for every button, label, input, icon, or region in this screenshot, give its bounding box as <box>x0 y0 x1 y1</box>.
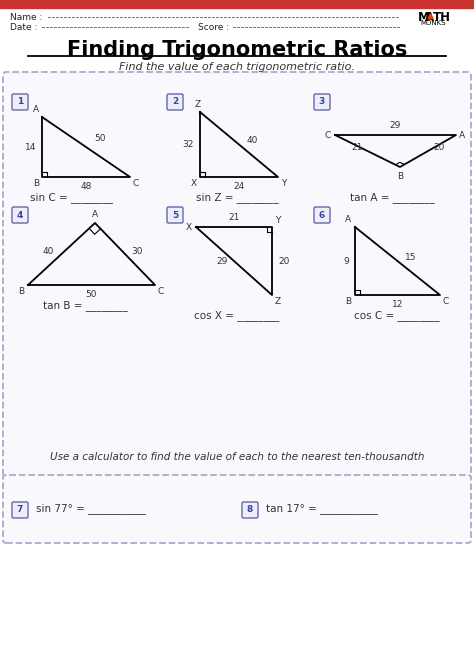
Text: 24: 24 <box>233 182 245 191</box>
Text: Use a calculator to find the value of each to the nearest ten-thousandth: Use a calculator to find the value of ea… <box>50 452 424 462</box>
FancyBboxPatch shape <box>12 502 28 518</box>
Text: 21: 21 <box>228 213 240 222</box>
Text: TH: TH <box>433 11 451 24</box>
Text: tan A = ________: tan A = ________ <box>350 192 434 203</box>
FancyBboxPatch shape <box>167 94 183 110</box>
Text: 20: 20 <box>433 143 444 153</box>
Text: C: C <box>443 297 449 306</box>
FancyBboxPatch shape <box>314 207 330 223</box>
Text: 50: 50 <box>94 134 106 143</box>
FancyBboxPatch shape <box>3 475 471 543</box>
Text: B: B <box>33 179 39 188</box>
Text: MONKS: MONKS <box>420 20 446 26</box>
Text: sin C = ________: sin C = ________ <box>30 192 113 203</box>
Text: 6: 6 <box>319 210 325 220</box>
Text: C: C <box>133 179 139 188</box>
Bar <box>0 0 474 8</box>
Text: 30: 30 <box>131 247 143 257</box>
Text: tan 17° = ___________: tan 17° = ___________ <box>266 504 378 515</box>
Text: 29: 29 <box>217 257 228 265</box>
Text: A: A <box>33 105 39 114</box>
Text: A: A <box>425 11 434 24</box>
FancyBboxPatch shape <box>167 207 183 223</box>
Text: cos C = ________: cos C = ________ <box>354 310 440 321</box>
Text: M: M <box>418 11 430 24</box>
Text: 15: 15 <box>404 253 416 261</box>
Text: Name :: Name : <box>10 13 42 22</box>
Text: Score :: Score : <box>198 23 229 32</box>
Text: Find the value of each trigonometric ratio.: Find the value of each trigonometric rat… <box>119 62 355 72</box>
FancyBboxPatch shape <box>314 94 330 110</box>
Text: 48: 48 <box>80 182 91 191</box>
Text: 8: 8 <box>247 505 253 515</box>
Text: 5: 5 <box>172 210 178 220</box>
Text: B: B <box>345 297 351 306</box>
Text: sin 77° = ___________: sin 77° = ___________ <box>36 504 146 515</box>
Text: A: A <box>459 131 465 139</box>
Text: 20: 20 <box>278 257 289 265</box>
Text: 4: 4 <box>17 210 23 220</box>
FancyBboxPatch shape <box>3 72 471 478</box>
FancyBboxPatch shape <box>12 94 28 110</box>
Text: X: X <box>186 222 192 232</box>
Text: tan B = ________: tan B = ________ <box>43 300 128 311</box>
Text: Date :: Date : <box>10 23 37 32</box>
Text: A: A <box>345 215 351 224</box>
Text: 9: 9 <box>343 257 349 265</box>
Text: C: C <box>325 131 331 139</box>
Text: 1: 1 <box>17 98 23 107</box>
Text: 21: 21 <box>351 143 363 153</box>
Text: sin Z = ________: sin Z = ________ <box>196 192 278 203</box>
Text: B: B <box>397 172 403 181</box>
Text: Z: Z <box>275 297 281 306</box>
Text: X: X <box>191 179 197 188</box>
Text: 32: 32 <box>182 140 194 149</box>
Text: A: A <box>92 210 98 219</box>
Text: 3: 3 <box>319 98 325 107</box>
Text: Finding Trigonometric Ratios: Finding Trigonometric Ratios <box>67 40 407 60</box>
Text: Z: Z <box>195 100 201 109</box>
Text: 50: 50 <box>86 290 97 299</box>
Text: Y: Y <box>281 179 286 188</box>
Text: 12: 12 <box>392 300 403 309</box>
FancyBboxPatch shape <box>242 502 258 518</box>
Polygon shape <box>428 14 433 19</box>
Text: Y: Y <box>275 216 281 225</box>
Text: 7: 7 <box>17 505 23 515</box>
Text: 2: 2 <box>172 98 178 107</box>
FancyBboxPatch shape <box>12 207 28 223</box>
Text: C: C <box>158 287 164 296</box>
Text: 14: 14 <box>25 143 36 151</box>
Text: B: B <box>18 287 24 296</box>
Text: 29: 29 <box>390 121 401 130</box>
Text: 40: 40 <box>247 136 258 145</box>
Text: 40: 40 <box>42 247 54 257</box>
Text: cos X = ________: cos X = ________ <box>194 310 280 321</box>
